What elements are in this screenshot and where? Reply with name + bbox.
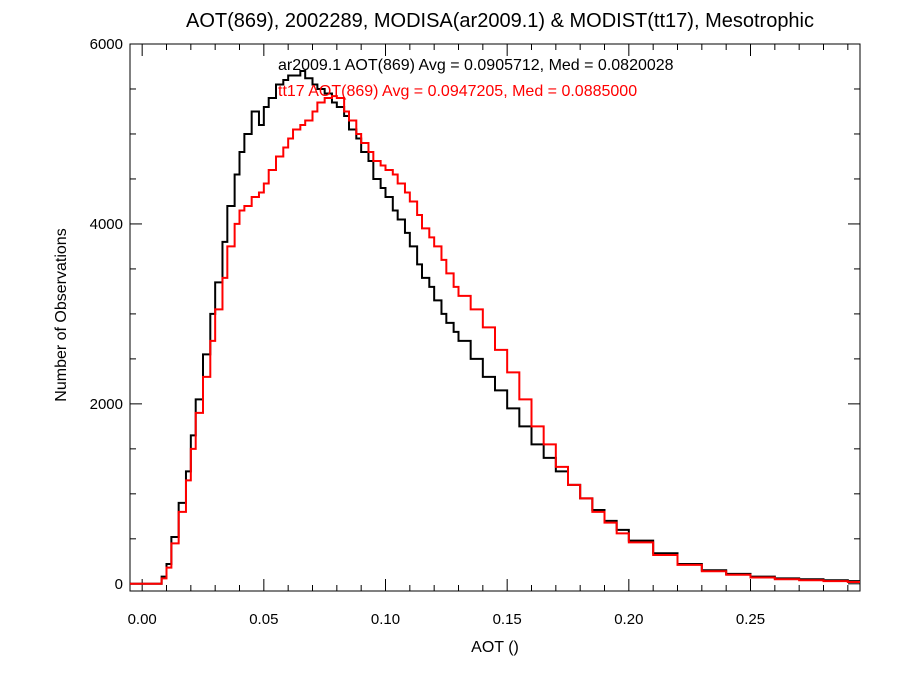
x-tick-label: 0.25 bbox=[736, 611, 765, 628]
series-line-ar2009.1 bbox=[130, 69, 860, 585]
series-annotation-ar2009: ar2009.1 AOT(869) Avg = 0.0905712, Med =… bbox=[278, 57, 674, 74]
x-tick-label: 0.10 bbox=[371, 611, 400, 628]
x-tick-label: 0.00 bbox=[128, 611, 157, 628]
y-tick-label: 2000 bbox=[90, 396, 123, 413]
x-tick-label: 0.05 bbox=[249, 611, 278, 628]
x-tick-label: 0.20 bbox=[614, 611, 643, 628]
y-axis-label: Number of Observations bbox=[53, 228, 70, 401]
y-tick-label: 0 bbox=[115, 576, 123, 593]
series-layer bbox=[130, 69, 860, 585]
y-tick-label: 6000 bbox=[90, 36, 123, 53]
y-tick-label: 4000 bbox=[90, 216, 123, 233]
series-annotation-tt17: tt17 AOT(869) Avg = 0.0947205, Med = 0.0… bbox=[278, 83, 637, 100]
plot-frame bbox=[129, 43, 861, 592]
series-line-tt17 bbox=[130, 95, 860, 585]
x-axis-label: AOT () bbox=[471, 639, 519, 656]
axis-ticks: 0.00 0.05 0.10 0.15 0.20 0.25 0 2000 4000 6000 bbox=[90, 36, 860, 628]
chart-title: AOT(869), 2002289, MODISA(ar2009.1) & MO… bbox=[186, 10, 814, 32]
x-tick-label: 0.15 bbox=[493, 611, 522, 628]
